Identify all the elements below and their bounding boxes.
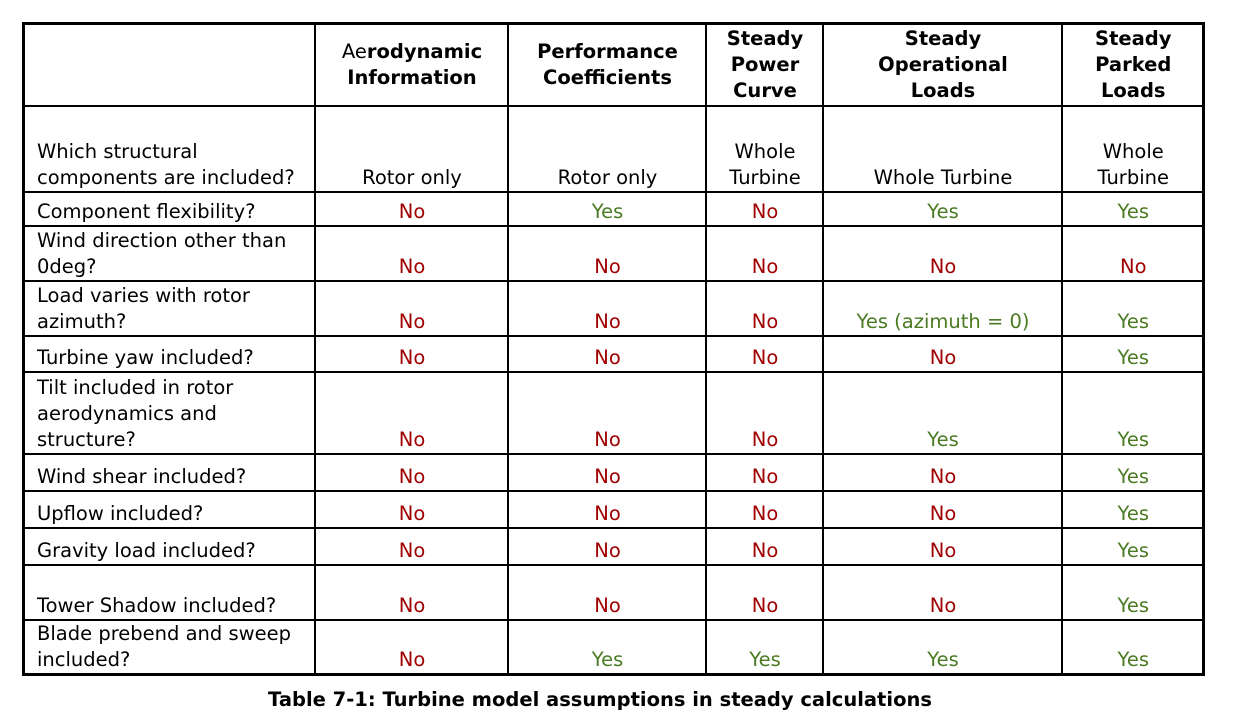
table-cell: Whole Turbine: [821, 104, 1063, 193]
table-cell: Yes: [506, 618, 707, 676]
table-cell: Yes: [1060, 563, 1205, 621]
table-cell: No: [506, 526, 707, 566]
table-cell: No: [704, 526, 824, 566]
table-row: Gravity load included? No No No No Yes: [22, 526, 1205, 566]
table-cell: No: [704, 452, 824, 492]
row-question: Which structural components are included…: [22, 104, 316, 193]
header-label: Steady Parked Loads: [1095, 26, 1172, 102]
table-row: Wind direction other than 0deg? No No No No N…: [22, 224, 1205, 282]
table-cell: No: [506, 224, 707, 282]
table-cell: No: [821, 334, 1063, 373]
table-cell: No: [506, 452, 707, 492]
table-cell: No: [821, 489, 1063, 529]
table-cell: No: [313, 618, 509, 676]
table-cell: Yes (azimuth = 0): [821, 279, 1063, 337]
row-question: Wind direction other than 0deg?: [22, 224, 316, 282]
table-cell: No: [506, 370, 707, 455]
table-cell: No: [704, 489, 824, 529]
table-cell: No: [821, 563, 1063, 621]
table-cell: Yes: [704, 618, 824, 676]
column-header: Performance Coefficients: [506, 22, 707, 107]
row-question: Tower Shadow included?: [22, 563, 316, 621]
column-header: Aerodynamic Information: [313, 22, 509, 107]
table-cell: No: [704, 190, 824, 227]
table-row: Upflow included? No No No No Yes: [22, 489, 1205, 529]
table-cell: No: [704, 563, 824, 621]
table-cell: No: [704, 334, 824, 373]
table-row: Turbine yaw included? No No No No Yes: [22, 334, 1205, 373]
table-cell: No: [313, 334, 509, 373]
row-question: Turbine yaw included?: [22, 334, 316, 373]
row-question: Load varies with rotor azimuth?: [22, 279, 316, 337]
table-cell: No: [506, 489, 707, 529]
table-cell: No: [506, 563, 707, 621]
table-row: Component flexibility? No Yes No Yes Yes: [22, 190, 1205, 227]
table-cell: Yes: [821, 370, 1063, 455]
table-cell: No: [313, 563, 509, 621]
table-row: Blade prebend and sweep included? No Yes Ye…: [22, 618, 1205, 676]
table-row: Wind shear included? No No No No Yes: [22, 452, 1205, 492]
table-cell: No: [704, 370, 824, 455]
table-cell: No: [313, 526, 509, 566]
row-question: Gravity load included?: [22, 526, 316, 566]
table-cell: Yes: [1060, 190, 1205, 227]
table-cell: Yes: [1060, 370, 1205, 455]
column-header: Steady Operational Loads: [821, 22, 1063, 107]
header-label: Steady Power Curve: [726, 26, 804, 102]
row-question: Upflow included?: [22, 489, 316, 529]
row-question: Blade prebend and sweep included?: [22, 618, 316, 676]
row-question: Component flexibility?: [22, 190, 316, 227]
table-cell: Yes: [1060, 489, 1205, 529]
header-label: Performance Coefficients: [537, 39, 678, 89]
column-header: Steady Parked Loads: [1060, 22, 1205, 107]
table-cell: Yes: [1060, 618, 1205, 676]
table-cell: Yes: [821, 190, 1063, 227]
table-cell: No: [704, 224, 824, 282]
table-cell: No: [704, 279, 824, 337]
table-cell: No: [313, 190, 509, 227]
table-row: Load varies with rotor azimuth? No No No Yes…: [22, 279, 1205, 337]
row-question: Tilt included in rotor aerodynamics and …: [22, 370, 316, 455]
table-cell: Whole Turbine: [704, 104, 824, 193]
header-label: Steady Operational Loads: [878, 26, 1008, 102]
table-cell: Yes: [1060, 526, 1205, 566]
table-cell: Whole Turbine: [1060, 104, 1205, 193]
table-cell: Yes: [1060, 452, 1205, 492]
table-cell: Yes: [821, 618, 1063, 676]
column-header: [22, 22, 316, 107]
table-row: Tilt included in rotor aerodynamics and …: [22, 370, 1205, 455]
table-row: Tower Shadow included? No No No No Yes: [22, 563, 1205, 621]
table-cell: Yes: [1060, 279, 1205, 337]
assumptions-table: Aerodynamic Information Performance Coeff…: [22, 22, 1205, 676]
table-cell: No: [313, 370, 509, 455]
table-cell: No: [313, 224, 509, 282]
table-cell: Rotor only: [506, 104, 707, 193]
row-question: Wind shear included?: [22, 452, 316, 492]
table-cell: No: [821, 452, 1063, 492]
table-cell: No: [313, 452, 509, 492]
table-cell: No: [821, 526, 1063, 566]
table-cell: No: [313, 489, 509, 529]
column-header: Steady Power Curve: [704, 22, 824, 107]
table-cell: No: [506, 334, 707, 373]
header-prefix: Ae: [341, 39, 367, 63]
table-cell: Rotor only: [313, 104, 509, 193]
table-cell: No: [506, 279, 707, 337]
table-caption: Table 7-1: Turbine model assumptions in …: [268, 688, 932, 711]
table-row: Which structural components are included…: [22, 104, 1205, 193]
table-cell: Yes: [506, 190, 707, 227]
table-cell: No: [313, 279, 509, 337]
header-label: rodynamic Information: [347, 39, 483, 89]
table-cell: No: [821, 224, 1063, 282]
table-cell: Yes: [1060, 334, 1205, 373]
table-cell: No: [1060, 224, 1205, 282]
header-row: Aerodynamic Information Performance Coeff…: [22, 22, 1205, 107]
